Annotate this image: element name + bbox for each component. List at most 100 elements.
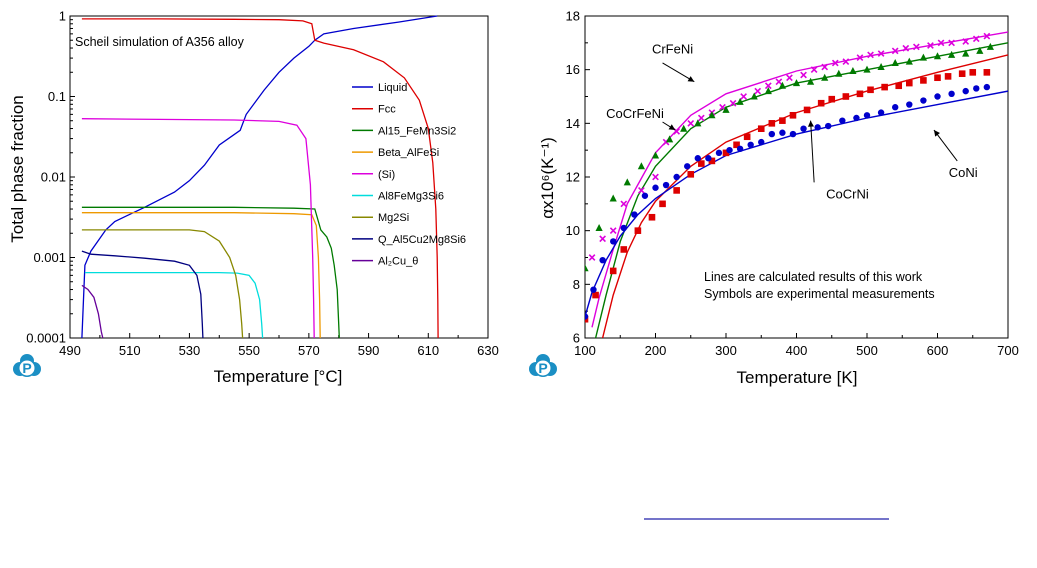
data-point-crfeni — [800, 71, 807, 79]
data-point-crfeni — [821, 63, 829, 71]
y-tick-label: 8 — [573, 277, 580, 292]
data-point-cocrfeni — [976, 46, 984, 54]
data-point-cocrfeni — [651, 151, 660, 159]
x-tick-label: 570 — [298, 343, 320, 358]
note-experimental: Symbols are experimental measurements — [704, 287, 935, 301]
x-tick-label: 610 — [417, 343, 439, 358]
x-tick-label: 530 — [179, 343, 201, 358]
y-tick-label: 0.0001 — [26, 331, 66, 346]
x-tick-label: 630 — [477, 343, 499, 358]
y-tick-label: 0.1 — [48, 89, 66, 104]
x-tick-label: 510 — [119, 343, 141, 358]
data-point-cocrfeni — [962, 49, 970, 57]
data-point-cocrfeni — [736, 97, 744, 105]
data-point-cocrfeni — [849, 67, 857, 75]
data-point-coni — [747, 141, 754, 148]
data-point-crfeni — [652, 173, 659, 181]
data-point-cocrni — [828, 95, 836, 103]
data-point-crfeni — [729, 99, 737, 107]
data-point-cocrni — [817, 99, 825, 107]
data-point-crfeni — [588, 254, 596, 261]
logo-letter: P — [22, 360, 31, 376]
legend-item-al8femg3si6: Al8FeMg3Si6 — [378, 191, 444, 203]
data-point-crfeni — [740, 93, 747, 100]
data-point-crfeni — [831, 59, 839, 67]
data-point-coni — [934, 93, 941, 100]
chart-annotation: Scheil simulation of A356 alloy — [75, 35, 245, 49]
data-point-crfeni — [764, 82, 772, 90]
data-point-crfeni — [927, 42, 934, 49]
data-point-coni — [726, 146, 733, 154]
legend-item-mg2si: Mg2Si — [378, 212, 409, 224]
data-point-cocrni — [867, 86, 874, 94]
data-point-crfeni — [912, 43, 920, 51]
x-tick-label: 590 — [358, 343, 380, 358]
x-tick-label: 200 — [645, 343, 667, 358]
series-line-q-al5cu2mg8si6 — [81, 250, 204, 339]
x-axis-title: Temperature [°C] — [214, 367, 343, 386]
data-point-coni — [839, 117, 846, 124]
data-point-coni — [973, 85, 980, 92]
data-point-cocrfeni — [877, 62, 885, 70]
data-point-cocrni — [934, 74, 941, 82]
label-pointer — [933, 129, 958, 162]
x-tick-label: 400 — [786, 343, 808, 358]
series-label-cocrni: CoCrNi — [826, 186, 869, 201]
data-point-coni — [715, 149, 723, 157]
x-tick-label: 600 — [927, 343, 949, 358]
data-point-cocrfeni — [680, 124, 688, 132]
series-line-mg2si — [81, 229, 244, 339]
data-point-cocrni — [969, 69, 977, 76]
data-point-cocrni — [779, 117, 786, 124]
x-tick-label: 550 — [238, 343, 260, 358]
data-point-crfeni — [937, 39, 945, 47]
data-point-cocrni — [881, 83, 888, 91]
data-point-cocrni — [743, 133, 751, 141]
legend-item-liquid: Liquid — [378, 82, 407, 94]
series-label-crfeni: CrFeNi — [652, 42, 693, 57]
data-point-crfeni — [810, 66, 818, 74]
series-line-al8femg3si6 — [84, 271, 264, 339]
data-point-cocrni — [659, 200, 666, 208]
logo-letter: P — [538, 360, 547, 376]
legend-item-al15-femn3si2: Al15_FeMn3Si2 — [378, 125, 456, 137]
data-point-cocrni — [698, 160, 705, 167]
data-point-cocrfeni — [722, 105, 730, 113]
data-point-cocrfeni — [821, 73, 829, 81]
x-tick-label: 700 — [997, 343, 1019, 358]
data-point-crfeni — [638, 187, 645, 194]
series-line-liquid — [81, 15, 438, 339]
data-point-cocrni — [620, 246, 628, 253]
pandat-logo-icon: P — [13, 354, 41, 377]
legend-item-q-al5cu2mg8si6: Q_Al5Cu2Mg8Si6 — [378, 234, 466, 246]
calc-line-crfeni — [591, 31, 1008, 328]
data-point-cocrni — [789, 111, 797, 119]
label-pointer-arrowhead — [933, 130, 940, 137]
data-point-cocrni — [944, 73, 952, 80]
data-point-cocrfeni — [986, 42, 994, 50]
data-point-coni — [983, 83, 991, 91]
x-axis-title: Temperature [K] — [737, 368, 858, 387]
x-tick-label: 490 — [59, 343, 81, 358]
calc-line-cocrni — [601, 54, 1008, 338]
data-point-crfeni — [599, 235, 606, 243]
label-pointer-arrowhead — [807, 120, 814, 127]
data-point-crfeni — [877, 50, 885, 57]
plot-area — [585, 31, 1008, 338]
data-point-cocrfeni — [666, 135, 674, 143]
data-point-coni — [684, 163, 691, 170]
x-tick-label: 500 — [856, 343, 878, 358]
data-point-cocrfeni — [905, 57, 913, 65]
data-point-cocrfeni — [933, 52, 942, 60]
data-point-cocrni — [733, 141, 740, 149]
data-point-cocrni — [634, 227, 642, 234]
data-point-coni — [705, 155, 712, 162]
data-point-crfeni — [856, 54, 864, 61]
data-point-coni — [736, 145, 744, 153]
data-point-coni — [610, 238, 617, 245]
legend-item-beta-alfesi: Beta_AlFeSi — [378, 147, 439, 159]
y-tick-label: 6 — [573, 331, 580, 346]
data-point-cocrfeni — [863, 65, 871, 73]
data-point-cocrni — [722, 149, 730, 157]
